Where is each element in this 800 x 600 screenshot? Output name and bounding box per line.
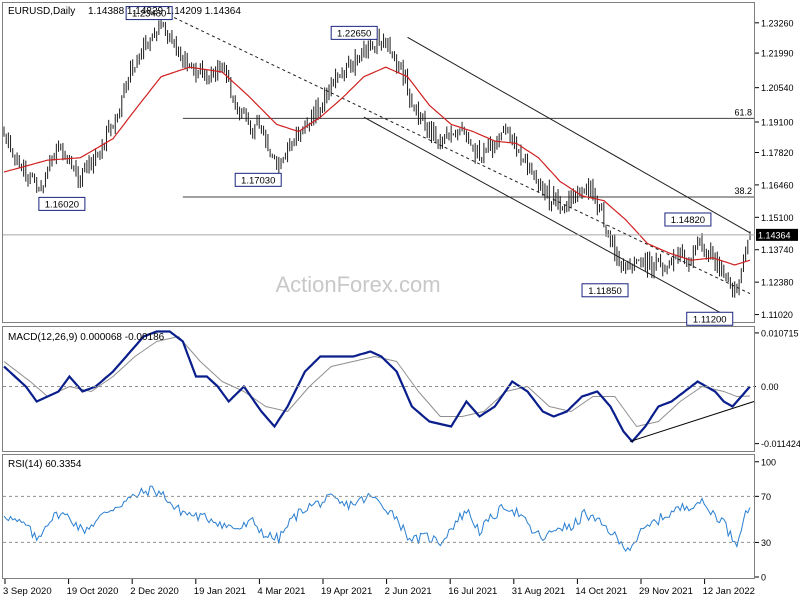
rsi-tick-label: 0 bbox=[761, 573, 766, 583]
macd-main-line bbox=[3, 330, 751, 444]
price-axis: 1.23260 1.21990 1.20540 1.19100 1.17820 1.164… bbox=[3, 18, 798, 320]
price-tick-label: 1.19100 bbox=[761, 117, 794, 127]
price-tick-label: 1.13740 bbox=[761, 245, 794, 255]
price-pane-ohlc: 1.14388 1.14829 1.14209 1.14364 bbox=[88, 6, 241, 17]
rsi-axis: 100 70 30 0 bbox=[3, 457, 776, 583]
watermark: ActionForex.com bbox=[275, 272, 440, 297]
price-annotation-box bbox=[234, 172, 282, 187]
x-tick-label: 19 Oct 2020 bbox=[67, 586, 119, 597]
macd-lines bbox=[3, 330, 755, 444]
price-annotation-box bbox=[125, 6, 173, 21]
x-tick-label: 3 Sep 2020 bbox=[3, 586, 52, 597]
price-annotation-label: 1.23480 bbox=[132, 9, 166, 20]
x-tick-label: 12 Jan 2022 bbox=[703, 586, 755, 597]
moving-average bbox=[3, 66, 751, 266]
x-tick-label: 31 Aug 2021 bbox=[512, 586, 565, 597]
price-pane-frame bbox=[2, 2, 755, 323]
price-tick-label: 1.20540 bbox=[761, 83, 794, 93]
macd-current-tag bbox=[756, 380, 798, 393]
price-tick-label: 1.15100 bbox=[761, 213, 794, 223]
price-annotation-box bbox=[664, 212, 712, 227]
price-annotation-label: 1.22650 bbox=[337, 28, 371, 39]
macd-pane-frame bbox=[2, 326, 755, 452]
price-annotation-box bbox=[330, 25, 378, 40]
macd-tick-label: -0.011424 bbox=[761, 439, 800, 449]
x-tick-label: 19 Apr 2021 bbox=[321, 586, 372, 597]
x-tick-label: 2 Jun 2021 bbox=[385, 586, 432, 597]
price-annotation-box bbox=[38, 196, 86, 211]
rsi-pane-title: RSI(14) 60.3354 bbox=[8, 459, 82, 470]
fib-levels: 61.8 38.2 bbox=[182, 107, 754, 198]
price-tick-label: 1.11020 bbox=[761, 310, 793, 320]
channel-lines bbox=[173, 17, 751, 316]
fib-level-label: 61.8 bbox=[734, 107, 752, 117]
price-annotation-label: 1.16020 bbox=[45, 199, 79, 210]
price-annotations: 1.23480 1.22650 1.17030 1.16020 1.14820 1.118… bbox=[38, 6, 734, 326]
rsi-lines bbox=[3, 485, 751, 553]
macd-current-label: 0.00 bbox=[761, 382, 779, 392]
rsi-tick-label: 70 bbox=[761, 492, 771, 502]
price-tick-label: 1.17820 bbox=[761, 148, 794, 158]
macd-pane-title: MACD(12,26,9) 0.000068 -0.00186 bbox=[8, 332, 165, 343]
rsi-line bbox=[3, 485, 751, 553]
price-tick-label: 1.21990 bbox=[761, 49, 794, 59]
macd-signal-line bbox=[3, 335, 751, 428]
price-tick-label: 1.12380 bbox=[761, 278, 794, 288]
price-tick-label: 1.23260 bbox=[761, 18, 794, 28]
rsi-pane-frame bbox=[2, 454, 755, 579]
price-tick-label: 1.16460 bbox=[761, 180, 794, 190]
x-tick-label: 14 Oct 2021 bbox=[575, 586, 627, 597]
x-tick-label: 19 Jan 2021 bbox=[194, 586, 246, 597]
price-annotation-label: 1.11850 bbox=[588, 286, 622, 297]
rsi-tick-label: 100 bbox=[761, 457, 776, 467]
price-annotation-label: 1.11200 bbox=[693, 314, 727, 325]
price-header: EURUSD,Daily 1.14388 1.14829 1.14209 1.1… bbox=[8, 6, 241, 17]
channel-line-upper bbox=[407, 36, 751, 234]
price-pane-symbol: EURUSD,Daily bbox=[8, 6, 75, 17]
x-tick-label: 29 Nov 2021 bbox=[639, 586, 693, 597]
x-tick-label: 16 Jul 2021 bbox=[448, 586, 497, 597]
x-axis: 3 Sep 2020 19 Oct 2020 2 Dec 2020 19 Jan 20… bbox=[3, 579, 755, 597]
fib-level-label: 38.2 bbox=[734, 186, 752, 196]
current-price-label: 1.14364 bbox=[758, 230, 791, 240]
current-price-tag bbox=[756, 228, 798, 241]
price-annotation-box bbox=[581, 283, 629, 298]
price-annotation-label: 1.14820 bbox=[671, 215, 705, 226]
channel-line-lower bbox=[363, 116, 725, 316]
channel-line-middle bbox=[173, 17, 751, 295]
price-annotation-box bbox=[686, 311, 734, 326]
x-tick-label: 4 Mar 2021 bbox=[257, 586, 305, 597]
macd-tick-label: 0.010715 bbox=[761, 328, 799, 338]
price-annotation-label: 1.17030 bbox=[241, 175, 275, 186]
price-candles bbox=[3, 19, 751, 298]
x-tick-label: 2 Dec 2020 bbox=[130, 586, 179, 597]
macd-trendline bbox=[629, 401, 755, 442]
rsi-tick-label: 30 bbox=[761, 538, 771, 548]
moving-average-line bbox=[3, 66, 751, 266]
